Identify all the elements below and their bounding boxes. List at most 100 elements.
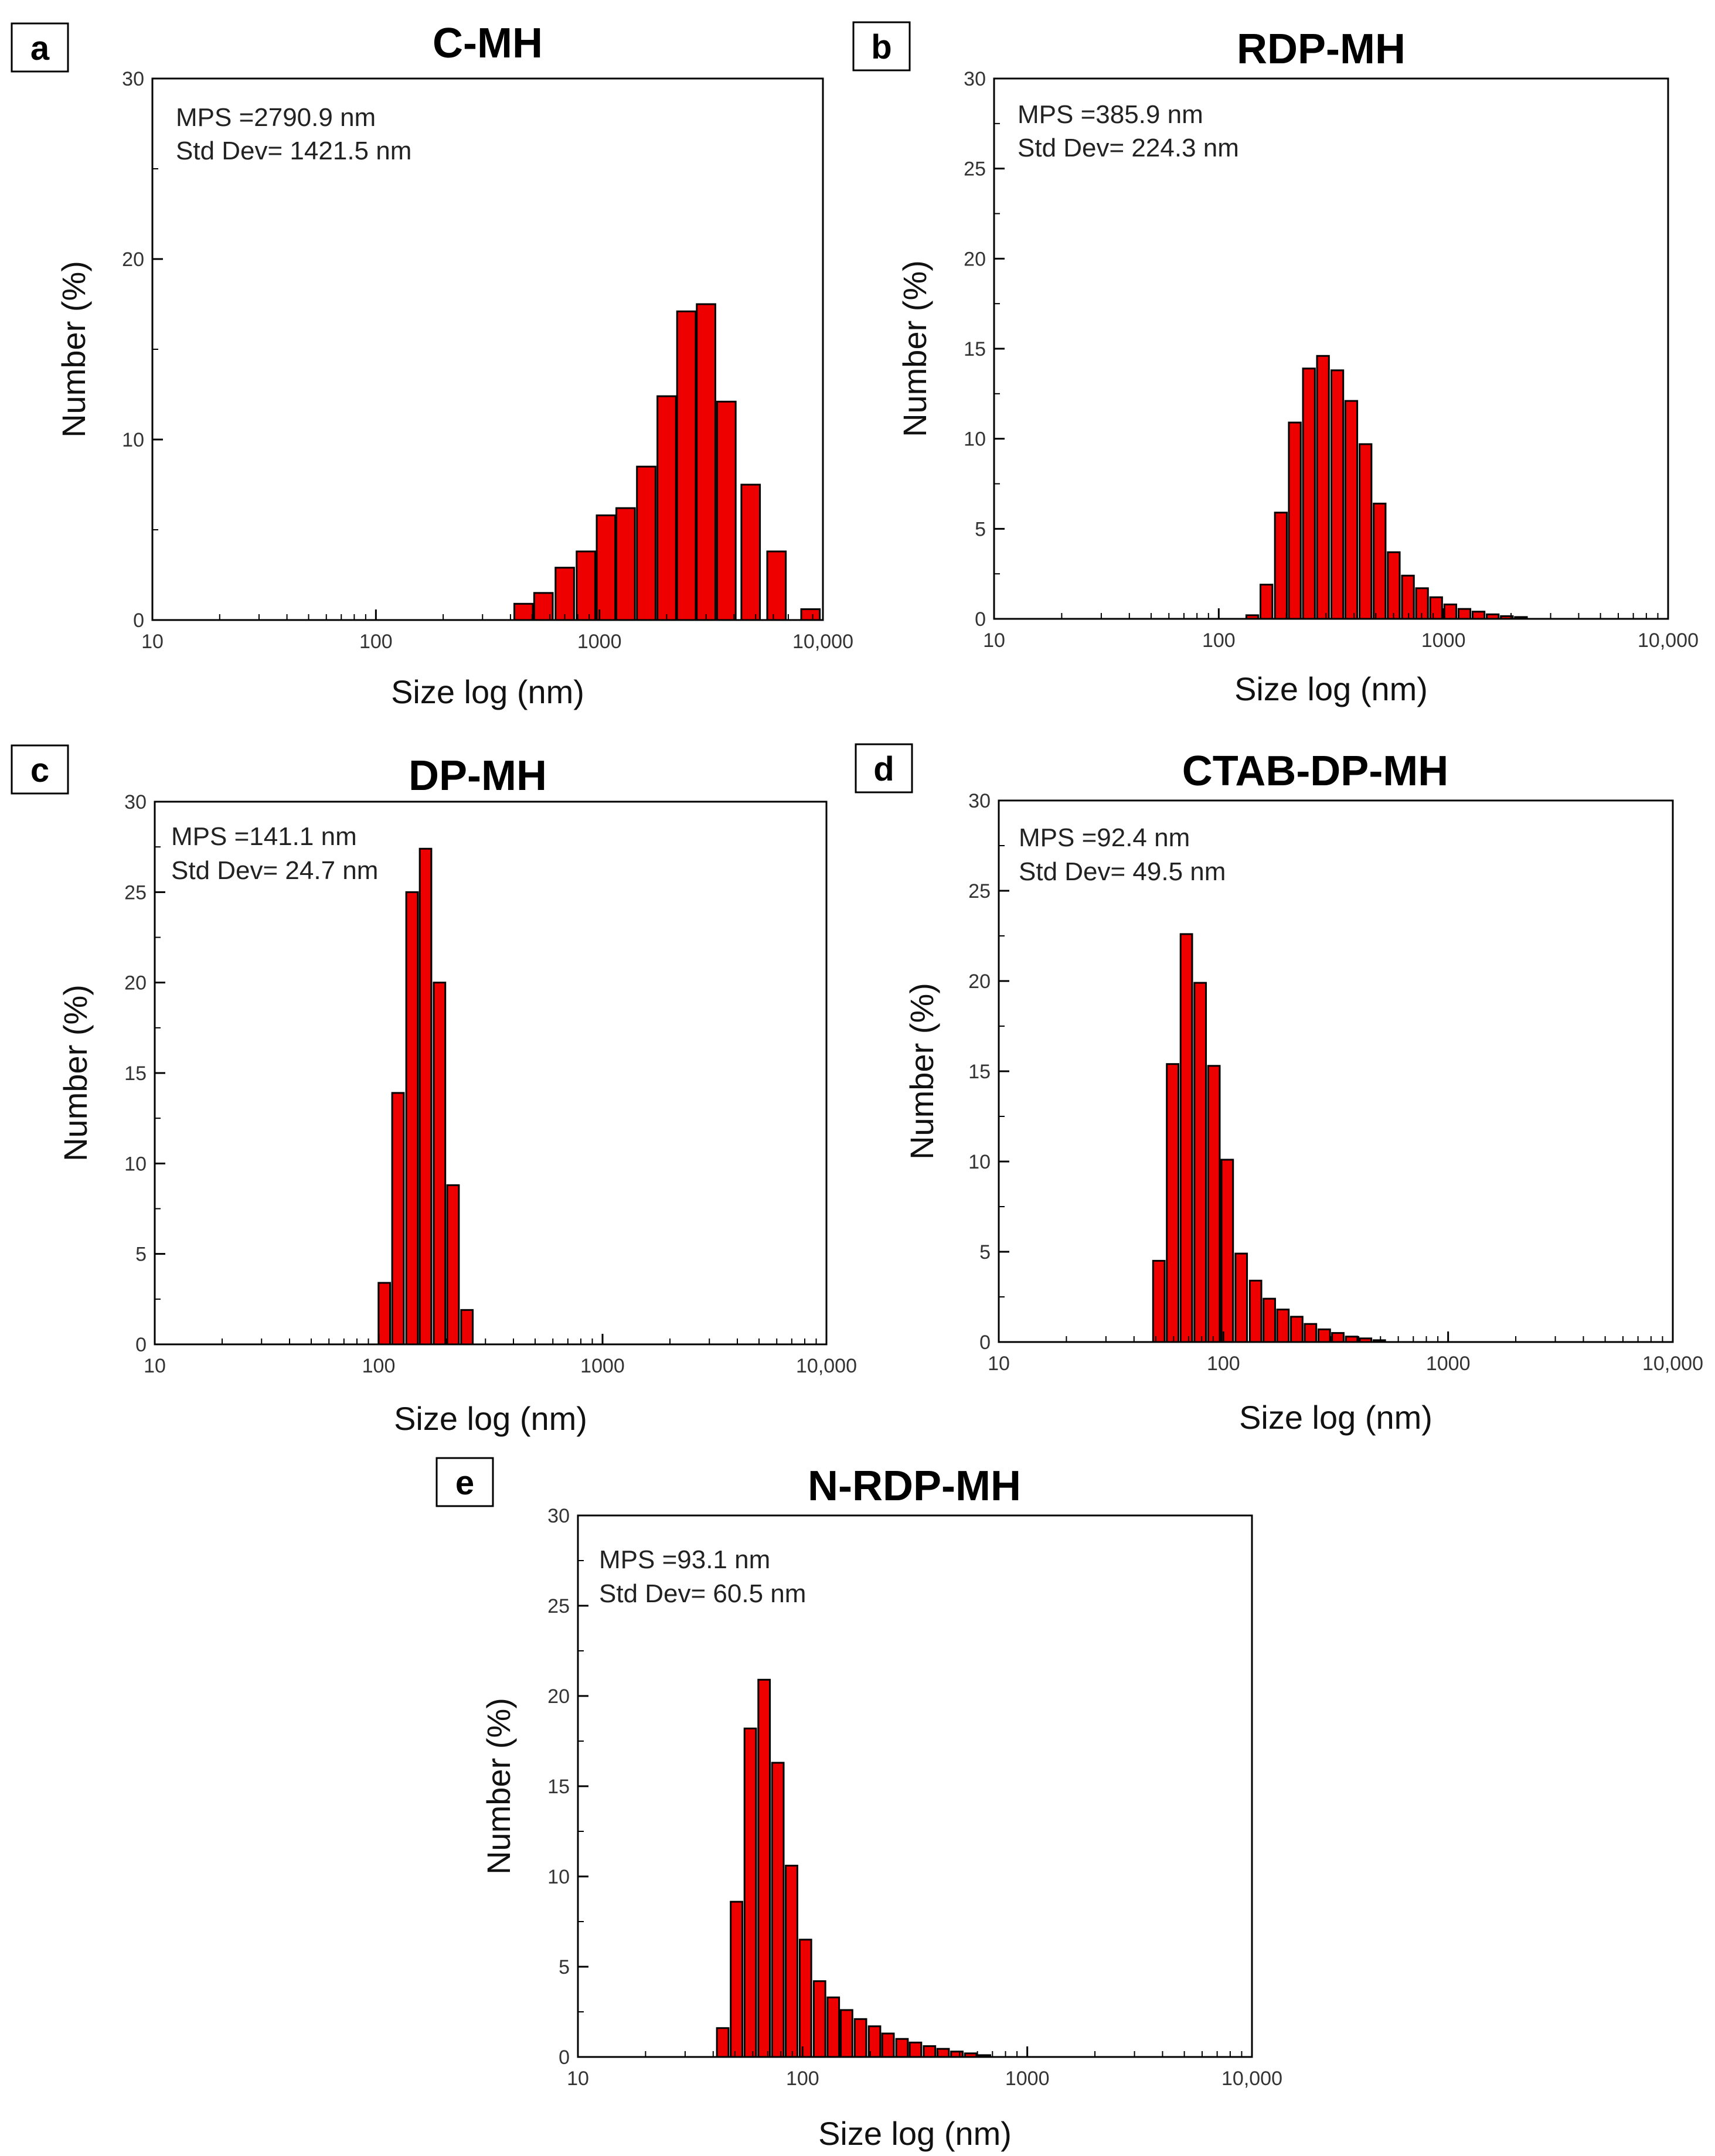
panel-e-bar	[743, 1727, 757, 2058]
panel-c-bar	[405, 891, 419, 1346]
panel-d-y-tick-label: 30	[968, 790, 991, 812]
panel-d-letter-box	[855, 743, 913, 793]
panel-e-bar	[771, 1762, 785, 2058]
panel-c-bar	[433, 982, 447, 1346]
panel-b-annotation: Std Dev= 224.3 nm	[1018, 134, 1239, 162]
panel-b-x-tick-label: 1000	[1421, 629, 1466, 652]
panel-b-x-tick-label: 100	[1202, 629, 1236, 652]
panel-b-y-tick-label: 25	[964, 158, 986, 180]
panel-d-bar	[1290, 1316, 1304, 1343]
panel-b-bar	[1288, 421, 1302, 620]
panel-b-bar	[1302, 367, 1316, 620]
panel-b-bar	[1387, 551, 1401, 620]
panel-d-bar	[1193, 982, 1207, 1343]
panel-e-bar	[840, 2009, 853, 2058]
panel-a-bar	[513, 602, 534, 621]
panel-a-x-tick-label: 100	[359, 631, 393, 653]
panel-b-x-tick-label: 10,000	[1638, 629, 1699, 652]
panel-c-y-tick-label: 5	[135, 1244, 147, 1266]
panel-c-y-tick-label: 15	[124, 1062, 147, 1085]
panel-a-y-tick-label: 30	[122, 68, 144, 90]
panel-d-y-tick-label: 25	[968, 880, 991, 902]
panel-b-bar	[1330, 369, 1345, 620]
panel-d-letter: d	[873, 750, 894, 788]
panel-b-bar	[1344, 400, 1359, 620]
panel-a-bar	[716, 400, 737, 621]
panel-e-bar	[716, 2027, 730, 2058]
panel-c-title: DP-MH	[409, 752, 547, 799]
panel-d-bar	[1166, 1063, 1179, 1343]
panel-b-bar	[1429, 596, 1443, 620]
panel-e-x-tick-label: 10,000	[1221, 2068, 1282, 2090]
panel-b-bar	[1373, 502, 1387, 620]
panel-e-letter-box	[435, 1457, 494, 1507]
panel-b-letter-box	[852, 21, 911, 71]
panel-c-letter-box	[11, 744, 69, 795]
panel-e-bar	[923, 2045, 937, 2058]
panel-a-bar	[656, 395, 677, 621]
panel-d-y-axis-label: Number (%)	[903, 983, 940, 1160]
panel-b-bar	[1401, 574, 1415, 620]
panel-b-title: RDP-MH	[1237, 26, 1406, 73]
panel-d-annotation: Std Dev= 49.5 nm	[1019, 857, 1226, 886]
panel-c-y-tick-label: 30	[124, 791, 147, 813]
panel-c-annotation: MPS =141.1 nm	[171, 822, 357, 851]
panel-c-bar	[377, 1282, 392, 1346]
panel-a-annotation: MPS =2790.9 nm	[176, 103, 376, 132]
panel-b-y-tick-label: 0	[975, 608, 986, 631]
panel-c-y-axis-label: Number (%)	[57, 985, 94, 1162]
panel-a-y-tick-label: 20	[122, 248, 144, 271]
panel-c-y-tick-label: 20	[124, 972, 147, 994]
panel-d-bar	[1234, 1252, 1248, 1343]
panel-b-bar	[1443, 603, 1458, 620]
panel-d-x-axis-label: Size log (nm)	[1239, 1399, 1432, 1436]
panel-c-bar	[460, 1309, 474, 1346]
panel-e-y-tick-label: 25	[547, 1595, 570, 1617]
panel-d-bar	[1152, 1259, 1166, 1343]
panel-a-y-axis-label: Number (%)	[55, 261, 92, 438]
panel-d-x-tick-label: 10	[988, 1353, 1010, 1375]
panel-d-x-tick-label: 100	[1207, 1353, 1240, 1375]
panel-a-title: C-MH	[433, 20, 543, 67]
panel-b-letter: b	[871, 28, 891, 66]
panel-e-bar	[853, 2018, 867, 2058]
panel-e-y-tick-label: 15	[547, 1776, 570, 1798]
panel-b-bar	[1316, 355, 1330, 620]
panel-e-bar	[895, 2038, 909, 2058]
panel-a-bar	[696, 303, 716, 621]
panel-b-bar	[1359, 443, 1373, 620]
panel-e-bar	[908, 2041, 923, 2058]
panel-c-x-tick-label: 1000	[580, 1355, 625, 1377]
panel-b-x-axis-label: Size log (nm)	[1234, 670, 1428, 707]
panel-a-letter-box	[11, 22, 69, 73]
panel-a-y-tick-label: 0	[133, 609, 144, 632]
panel-d-x-tick-label: 10,000	[1642, 1353, 1703, 1375]
panel-a-bar	[576, 550, 596, 621]
panel-c-annotation: Std Dev= 24.7 nm	[171, 856, 378, 885]
panel-a-x-tick-label: 10,000	[792, 631, 853, 653]
panel-d-bar	[1304, 1323, 1318, 1343]
panel-e-bar	[826, 1996, 841, 2058]
panel-c-y-tick-label: 25	[124, 881, 147, 904]
panel-d-x-tick-label: 1000	[1426, 1353, 1471, 1375]
panel-b-y-tick-label: 5	[975, 518, 986, 540]
panel-a-bar	[615, 507, 636, 621]
panel-b-x-tick-label: 10	[983, 629, 1005, 652]
panel-d-annotation: MPS =92.4 nm	[1019, 823, 1190, 852]
panel-e-bar	[798, 1939, 812, 2058]
panel-e-x-tick-label: 10	[567, 2068, 589, 2090]
panel-e-bar	[812, 1980, 826, 2058]
panel-a-x-tick-label: 1000	[577, 631, 622, 653]
panel-e-y-tick-label: 0	[559, 2046, 570, 2069]
panel-d-bar	[1179, 933, 1193, 1343]
panel-b-annotation: MPS =385.9 nm	[1018, 100, 1203, 129]
panel-e-y-tick-label: 30	[547, 1505, 570, 1527]
panel-a-bar	[800, 608, 821, 621]
panel-d-bar	[1317, 1328, 1331, 1343]
panel-e-y-axis-label: Number (%)	[480, 1698, 517, 1875]
panel-a-bar	[554, 567, 575, 621]
panel-a-bar	[636, 465, 656, 621]
panel-e-bar	[936, 2048, 950, 2058]
panel-c-y-tick-label: 0	[135, 1334, 147, 1356]
